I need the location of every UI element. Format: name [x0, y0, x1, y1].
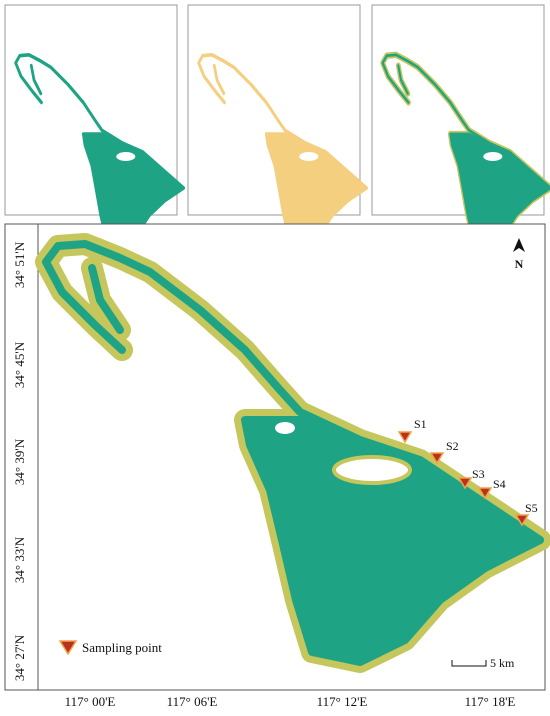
sampling-marker	[514, 514, 530, 527]
lat-label: 34° 51'N	[12, 241, 27, 288]
sampling-marker	[477, 487, 493, 500]
lat-label: 34° 39'N	[12, 438, 27, 485]
lon-label: 117° 00'E	[65, 694, 116, 709]
scale-label: 5 km	[490, 656, 515, 670]
lat-label: 34° 45'N	[12, 341, 27, 388]
scale-bar	[451, 660, 487, 667]
sampling-label: S2	[446, 439, 459, 453]
panel-map	[198, 54, 367, 244]
sampling-marker	[457, 477, 473, 490]
lat-label: 34° 27'N	[12, 634, 27, 681]
legend-marker	[58, 640, 78, 656]
north-label: N	[515, 257, 524, 271]
legend-label: Sampling point	[82, 640, 162, 655]
sampling-label: S4	[493, 477, 506, 491]
sampling-marker	[429, 452, 445, 465]
lat-label: 34° 33'N	[12, 536, 27, 583]
lon-label: 117° 12'E	[317, 694, 368, 709]
sampling-label: S3	[472, 467, 485, 481]
north-arrow	[513, 238, 525, 252]
lon-label: 117° 06'E	[167, 694, 218, 709]
main-map	[45, 243, 541, 663]
lon-label: 117° 18'E	[465, 694, 516, 709]
sampling-marker	[397, 431, 413, 444]
sampling-label: S5	[525, 501, 538, 515]
sampling-label: S1	[414, 417, 427, 431]
panel-map	[15, 54, 184, 244]
panel-map	[382, 54, 550, 244]
